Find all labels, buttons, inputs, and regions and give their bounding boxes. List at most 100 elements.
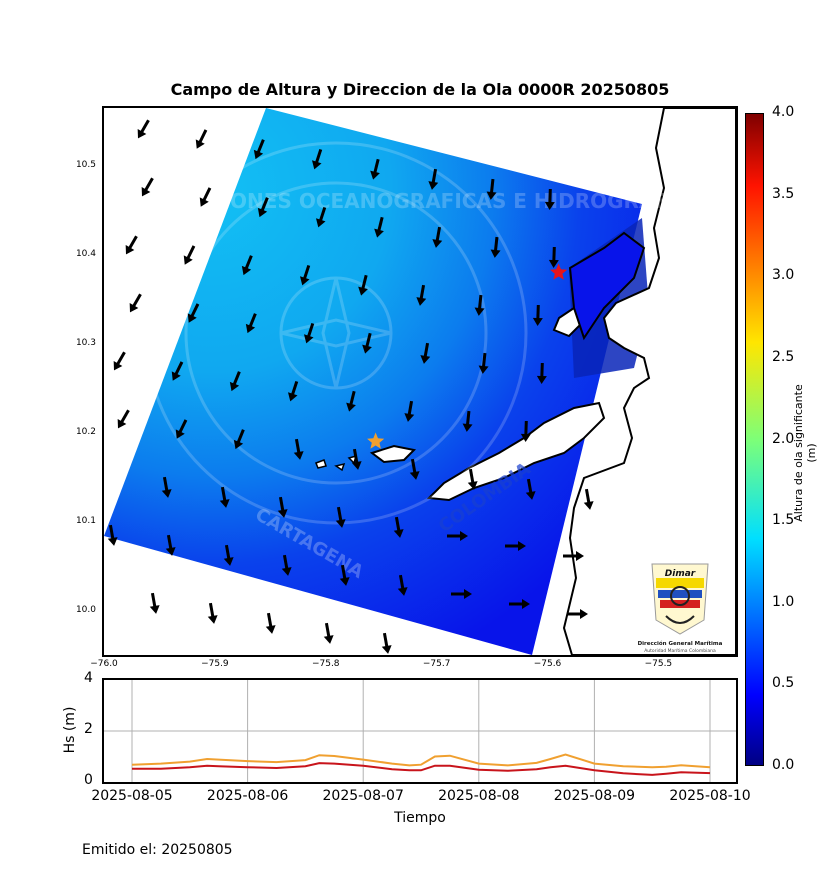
direction-arrow: [195, 129, 208, 149]
direction-arrow: [544, 188, 555, 210]
wave-direction-arrows: [107, 119, 594, 654]
colorbar-tick: 1.0: [772, 593, 795, 610]
map-y-tick: 10.3: [75, 337, 96, 348]
direction-arrow: [335, 506, 346, 528]
land-mainland: [562, 108, 736, 655]
direction-arrow: [362, 332, 372, 354]
direction-arrow: [490, 236, 501, 258]
direction-arrow: [536, 362, 547, 384]
chart-title: Campo de Altura y Direccion de la Ola 00…: [170, 80, 670, 99]
station-markers: [367, 263, 568, 449]
colorbar-tick: 4.0: [772, 104, 795, 120]
direction-arrow: [229, 371, 241, 392]
direction-arrow: [563, 551, 584, 561]
direction-arrow: [161, 476, 172, 498]
direction-arrow: [281, 554, 292, 576]
direction-arrow: [462, 410, 473, 432]
colorbar-tick: 3.5: [772, 185, 795, 202]
colorbar-tick: 1.5: [772, 512, 795, 529]
hs-series-line-0: [131, 753, 711, 769]
map-y-tick: 10.4: [75, 248, 96, 259]
map-x-tick: −75.9: [201, 659, 229, 669]
shield-icon: Dimar Dirección General Marítima Autorid…: [638, 563, 723, 654]
colorbar-tick: 0.5: [772, 675, 795, 692]
direction-arrow: [374, 216, 384, 238]
direction-arrow: [245, 313, 257, 334]
direction-arrow: [316, 206, 327, 228]
direction-arrow: [293, 438, 304, 460]
direction-arrow: [567, 609, 588, 619]
direction-arrow: [548, 246, 559, 268]
map-canvas: CENTRO DE INVESTIGACIONES OCEANOGRAFICAS…: [104, 108, 736, 655]
direction-arrow: [304, 322, 315, 344]
timeseries-x-tick: 2025-08-06: [206, 788, 289, 804]
direction-arrow: [113, 351, 126, 371]
direction-arrow: [478, 352, 489, 374]
direction-arrow: [257, 197, 269, 218]
direction-arrow: [288, 380, 299, 402]
wave-height-field: [104, 108, 642, 655]
colorbar-tick: 3.0: [772, 267, 795, 284]
map-y-tick: 10.0: [75, 604, 96, 615]
direction-arrow: [187, 303, 200, 323]
direction-arrow: [125, 235, 138, 255]
timeseries-y-tick: 2: [84, 721, 93, 737]
land-isla-baru: [552, 306, 584, 338]
direction-arrow: [223, 544, 234, 566]
watermark-text-top: CENTRO DE INVESTIGACIONES OCEANOGRAFICAS…: [104, 189, 720, 213]
map-x-tick: −75.7: [422, 659, 451, 669]
direction-arrow: [233, 429, 245, 450]
land-tierra-bomba: [369, 444, 417, 464]
direction-arrow: [137, 119, 150, 139]
map-y-tick: 10.1: [75, 515, 96, 526]
timeseries-x-tick: 2025-08-09: [553, 788, 636, 804]
colorbar-tick: 2.0: [772, 430, 795, 447]
red-star-marker: [550, 263, 568, 280]
timeseries-x-tick: 2025-08-05: [91, 788, 173, 804]
direction-arrow: [207, 602, 218, 624]
svg-text:Dirección General Marítima: Dirección General Marítima: [638, 640, 723, 647]
hs-series-line-1: [132, 762, 711, 776]
direction-arrow: [505, 541, 526, 551]
hs-timeseries: [102, 678, 738, 784]
direction-arrow: [451, 589, 472, 599]
direction-arrow: [486, 178, 497, 200]
map-x-tick: −76.0: [90, 659, 118, 669]
colorbar-tick: 0.0: [772, 757, 795, 773]
timeseries-ylabel: Hs (m): [62, 706, 78, 754]
direction-arrow: [171, 361, 184, 381]
direction-arrow: [312, 148, 323, 170]
dimar-logo: Dimar Dirección General Marítima Autorid…: [630, 560, 730, 656]
direction-arrow: [117, 409, 130, 429]
direction-arrow: [219, 486, 230, 508]
direction-arrow: [165, 534, 176, 556]
direction-arrow: [583, 488, 594, 510]
timeseries-canvas: [104, 680, 736, 782]
direction-arrow: [381, 632, 392, 654]
direction-arrow: [370, 158, 380, 180]
direction-arrow: [397, 574, 408, 596]
timeseries-x-tick: 2025-08-08: [438, 788, 520, 804]
timeseries-x-tick: 2025-08-10: [669, 788, 751, 804]
colorbar-label: Altura de ola significante (m): [792, 384, 818, 522]
direction-arrow: [520, 420, 531, 442]
direction-arrow: [404, 400, 415, 422]
direction-arrow: [432, 226, 443, 248]
direction-arrow: [467, 468, 478, 490]
direction-arrow: [277, 496, 288, 518]
map-y-tick: 10.5: [75, 159, 96, 170]
direction-arrow: [416, 284, 427, 306]
direction-arrow: [323, 622, 334, 644]
direction-arrow: [358, 274, 368, 296]
direction-arrow: [346, 390, 356, 412]
map-x-tick: −75.5: [644, 659, 673, 669]
direction-arrow: [339, 564, 350, 586]
timeseries-y-tick: 4: [84, 670, 93, 686]
direction-arrow: [409, 458, 420, 480]
direction-arrow: [253, 139, 265, 160]
direction-arrow: [420, 342, 431, 364]
map-x-tick: −75.6: [533, 659, 562, 669]
orange-star-marker: [367, 432, 385, 449]
direction-arrow: [183, 245, 196, 265]
coastal-channel: [568, 231, 646, 341]
